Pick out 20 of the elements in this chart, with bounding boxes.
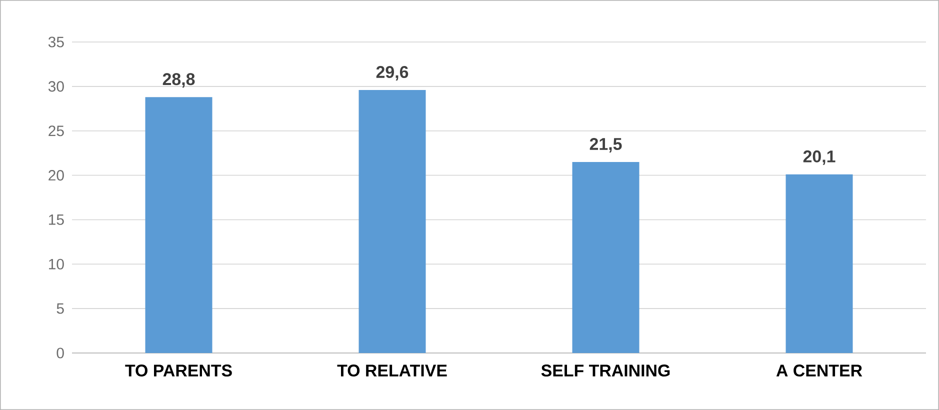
y-tick-label: 25 xyxy=(48,126,64,136)
y-tick-label: 5 xyxy=(56,303,64,314)
x-tick-label: A CENTER xyxy=(776,364,862,377)
data-label: 28,8 xyxy=(162,73,195,88)
bar xyxy=(358,90,426,353)
data-label: 21,5 xyxy=(590,138,622,152)
y-tick-label: 35 xyxy=(48,36,64,48)
y-tick-label: 10 xyxy=(49,258,64,270)
bar xyxy=(572,162,640,353)
bar xyxy=(145,97,212,353)
x-tick-label: TO PARENTS xyxy=(125,364,232,377)
bar xyxy=(786,174,853,353)
data-label: 29,6 xyxy=(376,66,408,80)
y-tick-label: 15 xyxy=(49,214,64,225)
x-tick-label: SELF TRAINING xyxy=(541,364,670,377)
y-tick-label: 0 xyxy=(56,348,64,358)
y-tick-label: 20 xyxy=(48,170,64,181)
data-label: 20,1 xyxy=(803,150,836,165)
x-tick-label: TO RELATIVE xyxy=(337,364,447,377)
y-tick-label: 30 xyxy=(48,81,64,92)
